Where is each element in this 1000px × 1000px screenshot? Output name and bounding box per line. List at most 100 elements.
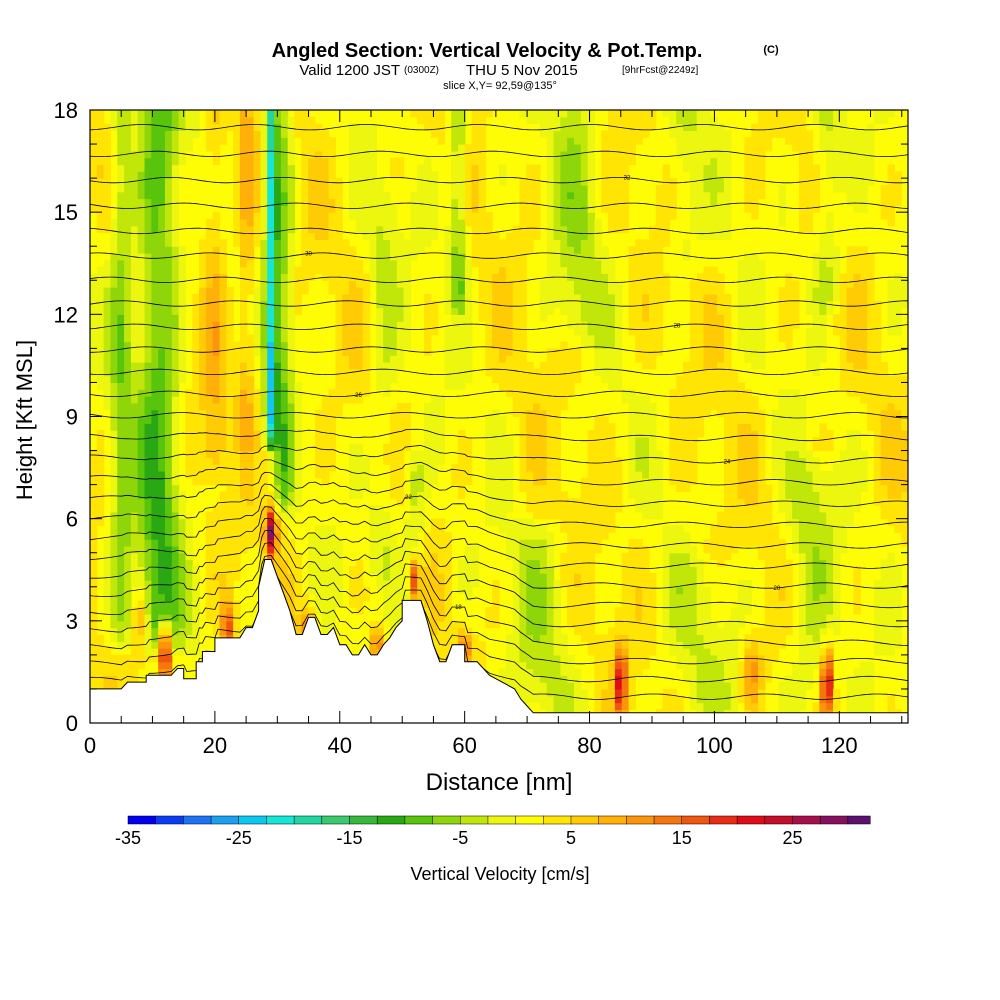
velocity-cell	[887, 280, 895, 336]
velocity-cell	[560, 491, 568, 533]
velocity-cell	[723, 682, 732, 710]
y-tick-label: 0	[66, 711, 78, 736]
velocity-cell	[710, 368, 718, 411]
velocity-cell	[294, 110, 302, 138]
velocity-cell	[587, 110, 596, 213]
velocity-cell	[246, 402, 255, 452]
velocity-cell	[314, 123, 323, 152]
isentrope-line	[90, 323, 908, 330]
velocity-cell	[280, 498, 289, 506]
velocity-cell	[744, 389, 752, 424]
velocity-cell	[819, 702, 827, 717]
velocity-cell	[717, 362, 725, 418]
velocity-cell	[812, 491, 820, 547]
velocity-cell	[812, 287, 820, 302]
contour-label: 28	[674, 323, 681, 329]
velocity-cell	[171, 110, 180, 132]
velocity-cell	[321, 157, 330, 241]
velocity-cell	[464, 144, 473, 227]
velocity-cell	[526, 559, 534, 636]
contour-label: 20	[774, 586, 781, 592]
velocity-cell	[853, 130, 861, 213]
isentrope-line	[90, 542, 908, 628]
velocity-cell	[485, 110, 493, 118]
velocity-cell	[321, 396, 330, 486]
velocity-cell	[689, 130, 698, 234]
velocity-cell	[396, 402, 405, 506]
velocity-cell	[199, 287, 207, 411]
velocity-cell	[819, 627, 827, 636]
velocity-cell	[171, 620, 180, 636]
velocity-cell	[539, 409, 548, 486]
velocity-cell	[553, 654, 561, 717]
velocity-cell	[608, 293, 616, 349]
velocity-cell	[355, 287, 364, 370]
velocity-cell	[164, 545, 173, 601]
velocity-cell	[492, 273, 500, 349]
isentrope-line	[90, 559, 908, 683]
velocity-cell	[601, 688, 609, 723]
valid-prefix: Valid 1200 JST	[299, 62, 400, 79]
velocity-cell	[669, 389, 677, 486]
velocity-cell	[696, 634, 705, 704]
velocity-cell	[110, 253, 118, 288]
velocity-cell	[199, 239, 207, 288]
velocity-cell	[260, 505, 268, 527]
velocity-cell	[280, 423, 289, 472]
velocity-cell	[335, 178, 343, 418]
velocity-cell	[887, 110, 895, 118]
velocity-cell	[648, 225, 657, 370]
velocity-cell	[826, 668, 834, 676]
velocity-cell	[676, 593, 684, 642]
velocity-cell	[219, 273, 227, 452]
velocity-cell	[171, 396, 180, 486]
velocity-cell	[526, 634, 534, 670]
velocity-cell	[267, 436, 275, 445]
velocity-cell	[130, 402, 139, 513]
velocity-cell	[219, 600, 227, 615]
velocity-cell	[751, 641, 759, 656]
isentrope-line	[90, 428, 908, 442]
velocity-cell	[260, 239, 268, 302]
velocity-cell	[669, 627, 677, 656]
velocity-cell	[267, 505, 275, 513]
velocity-cell	[567, 246, 575, 281]
velocity-cell	[567, 280, 575, 329]
velocity-cell	[144, 396, 152, 424]
velocity-cell	[376, 641, 384, 649]
velocity-cell	[212, 579, 221, 636]
velocity-cell	[403, 518, 411, 561]
velocity-cell	[642, 396, 650, 438]
velocity-cell	[683, 552, 691, 649]
colorbar-swatch	[155, 815, 184, 825]
velocity-cell	[485, 607, 493, 629]
x-tick-label: 80	[577, 733, 601, 758]
velocity-cell	[137, 253, 146, 363]
velocity-cell	[812, 110, 820, 125]
velocity-cell	[369, 620, 377, 629]
x-tick-label: 0	[84, 733, 96, 758]
velocity-cell	[219, 614, 227, 636]
velocity-cell	[519, 518, 527, 540]
velocity-cell	[614, 280, 623, 390]
velocity-cell	[280, 205, 289, 275]
velocity-cell	[533, 368, 541, 404]
velocity-cell	[287, 539, 296, 574]
isentrope-line	[90, 554, 908, 646]
velocity-cell	[567, 191, 575, 200]
velocity-cell	[185, 110, 193, 152]
velocity-cell	[696, 110, 705, 241]
velocity-cell	[826, 110, 834, 132]
velocity-cell	[246, 110, 255, 118]
velocity-cell	[717, 273, 725, 315]
velocity-cell	[573, 668, 582, 717]
velocity-cell	[573, 253, 582, 295]
velocity-cell	[90, 110, 98, 213]
velocity-cell	[819, 314, 827, 363]
velocity-cell	[192, 293, 200, 486]
velocity-cell	[185, 518, 193, 561]
colorbar-tick-label: -25	[226, 828, 252, 848]
velocity-cell	[233, 600, 241, 649]
velocity-cell	[369, 627, 377, 636]
velocity-cell	[764, 110, 773, 152]
